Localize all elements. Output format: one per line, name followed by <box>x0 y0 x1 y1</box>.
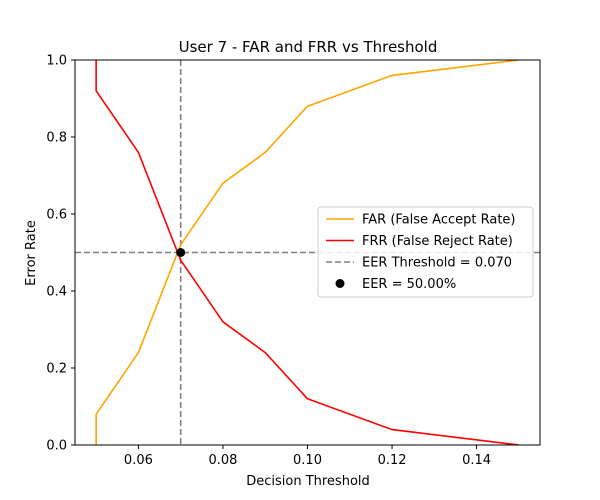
y-tick-label: 0.0 <box>46 439 67 454</box>
chart-title: User 7 - FAR and FRR vs Threshold <box>179 38 438 56</box>
x-axis-title: Decision Threshold <box>246 474 370 489</box>
x-tick-label: 0.14 <box>462 453 491 468</box>
x-tick-label: 0.10 <box>293 453 322 468</box>
x-tick-label: 0.12 <box>378 453 407 468</box>
y-tick-label: 0.4 <box>46 285 67 300</box>
x-tick-label: 0.06 <box>124 453 153 468</box>
legend: FAR (False Accept Rate) FRR (False Reject… <box>317 206 534 298</box>
y-axis-title: Error Rate <box>24 220 39 286</box>
y-tick-label: 0.6 <box>46 208 67 223</box>
series-line-frr <box>95 60 519 445</box>
y-tick-label: 1.0 <box>46 54 67 69</box>
legend-frr-label: FRR (False Reject Rate) <box>362 234 513 249</box>
y-tick-label: 0.2 <box>46 362 67 377</box>
y-tick-label: 0.8 <box>46 131 67 146</box>
legend-eer-point-label: EER = 50.00% <box>362 277 456 292</box>
legend-eer-point-swatch <box>335 279 345 288</box>
plot-layer: 0.06 0.08 0.10 0.12 0.14 0.0 0.2 0.4 0.6 0.8 1.0 <box>46 54 541 468</box>
legend-box <box>317 206 534 298</box>
eer-point <box>176 248 186 257</box>
x-tick-label: 0.08 <box>208 453 237 468</box>
series-line-far <box>95 60 519 445</box>
legend-far-label: FAR (False Accept Rate) <box>362 213 516 228</box>
data-layer <box>75 60 540 445</box>
legend-eer-threshold-label: EER Threshold = 0.070 <box>362 256 512 271</box>
